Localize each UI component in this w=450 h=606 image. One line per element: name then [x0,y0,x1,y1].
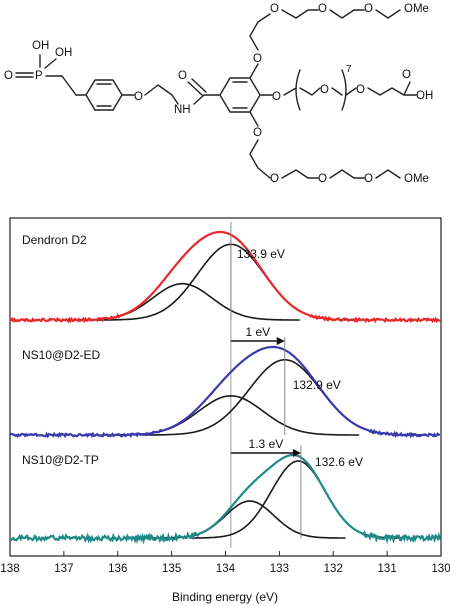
panel-name: Dendron D2 [22,233,87,247]
atom-o-mid-peg: O [320,84,329,96]
atom-oh-mid: OH [55,47,72,59]
component-peak-1 [142,358,426,436]
peak-label: 133.9 eV [237,247,285,261]
atom-o-top-2: O [318,3,327,15]
panel-2: NS10@D2-ED 132.9 eV 1 eV [9,325,441,439]
x-tick-label: 136 [108,563,127,575]
x-tick-label: 135 [162,563,181,575]
shift-arrowhead [276,337,285,345]
atom-o-bot-3: O [364,173,373,185]
envelope-curve [9,453,441,545]
envelope-curve [9,345,441,439]
atom-ome-bot: OMe [404,173,429,185]
atom-o-top-link: O [253,53,262,65]
xps-chart: Dendron D2 133.9 eV NS10@D2-ED 132.9 eV 1 eV… [0,217,450,604]
peak-label: 132.6 eV [315,455,363,469]
shift-arrowhead [292,449,301,457]
x-tick-label: 131 [378,563,397,575]
chemical-structure: OH OH O P O NH O O O O O OMe [4,3,433,185]
component-peak-1 [190,460,405,539]
shift-label: 1.3 eV [249,437,284,451]
component-peak-2 [101,395,360,436]
panel-3: NS10@D2-TP 132.6 eV 1.3 eV [9,437,441,545]
atom-amide-nh: NH [174,104,191,116]
x-tick-label: 134 [216,563,236,575]
x-tick-label: 133 [270,563,289,575]
atom-o-mid-end: O [356,84,365,96]
atom-oh-top: OH [32,40,49,52]
atom-o-top-1: O [270,3,279,15]
x-tick-label: 130 [431,563,450,575]
atom-phosphorus: P [35,70,43,82]
atom-o-bot-link: O [253,127,262,139]
atom-o-bot-1: O [270,173,279,185]
atom-o-top-3: O [364,3,373,15]
x-axis: 138 137 136 135 134 133 132 131 130 [0,551,450,575]
peak-label: 132.9 eV [293,378,341,392]
atom-ome-top: OMe [404,3,429,15]
x-axis-label: Binding energy (eV) [172,590,278,604]
atom-o-aryl-ether: O [134,91,143,103]
shift-label: 1 eV [245,325,270,339]
x-tick-label: 132 [324,563,343,575]
atom-o-mid-link: O [272,91,281,103]
envelope-curve [10,230,441,324]
atom-oh-acid: OH [416,90,433,102]
spectra-panels: Dendron D2 133.9 eV NS10@D2-ED 132.9 eV 1 eV… [9,222,441,545]
atom-repeat-n: 7 [346,64,352,75]
x-tick-label: 137 [54,563,73,575]
atom-oxo: O [4,70,13,82]
x-tick-label: 138 [0,563,19,575]
panel-name: NS10@D2-ED [22,348,101,362]
panel-name: NS10@D2-TP [22,453,99,467]
component-peak-2 [63,282,300,321]
panel-1: Dendron D2 133.9 eV [10,222,441,324]
component-peak-2 [152,500,346,539]
atom-o-bot-2: O [318,173,327,185]
atom-o-acid: O [402,69,411,81]
plot-frame [9,217,442,557]
atom-amide-o: O [178,70,187,82]
